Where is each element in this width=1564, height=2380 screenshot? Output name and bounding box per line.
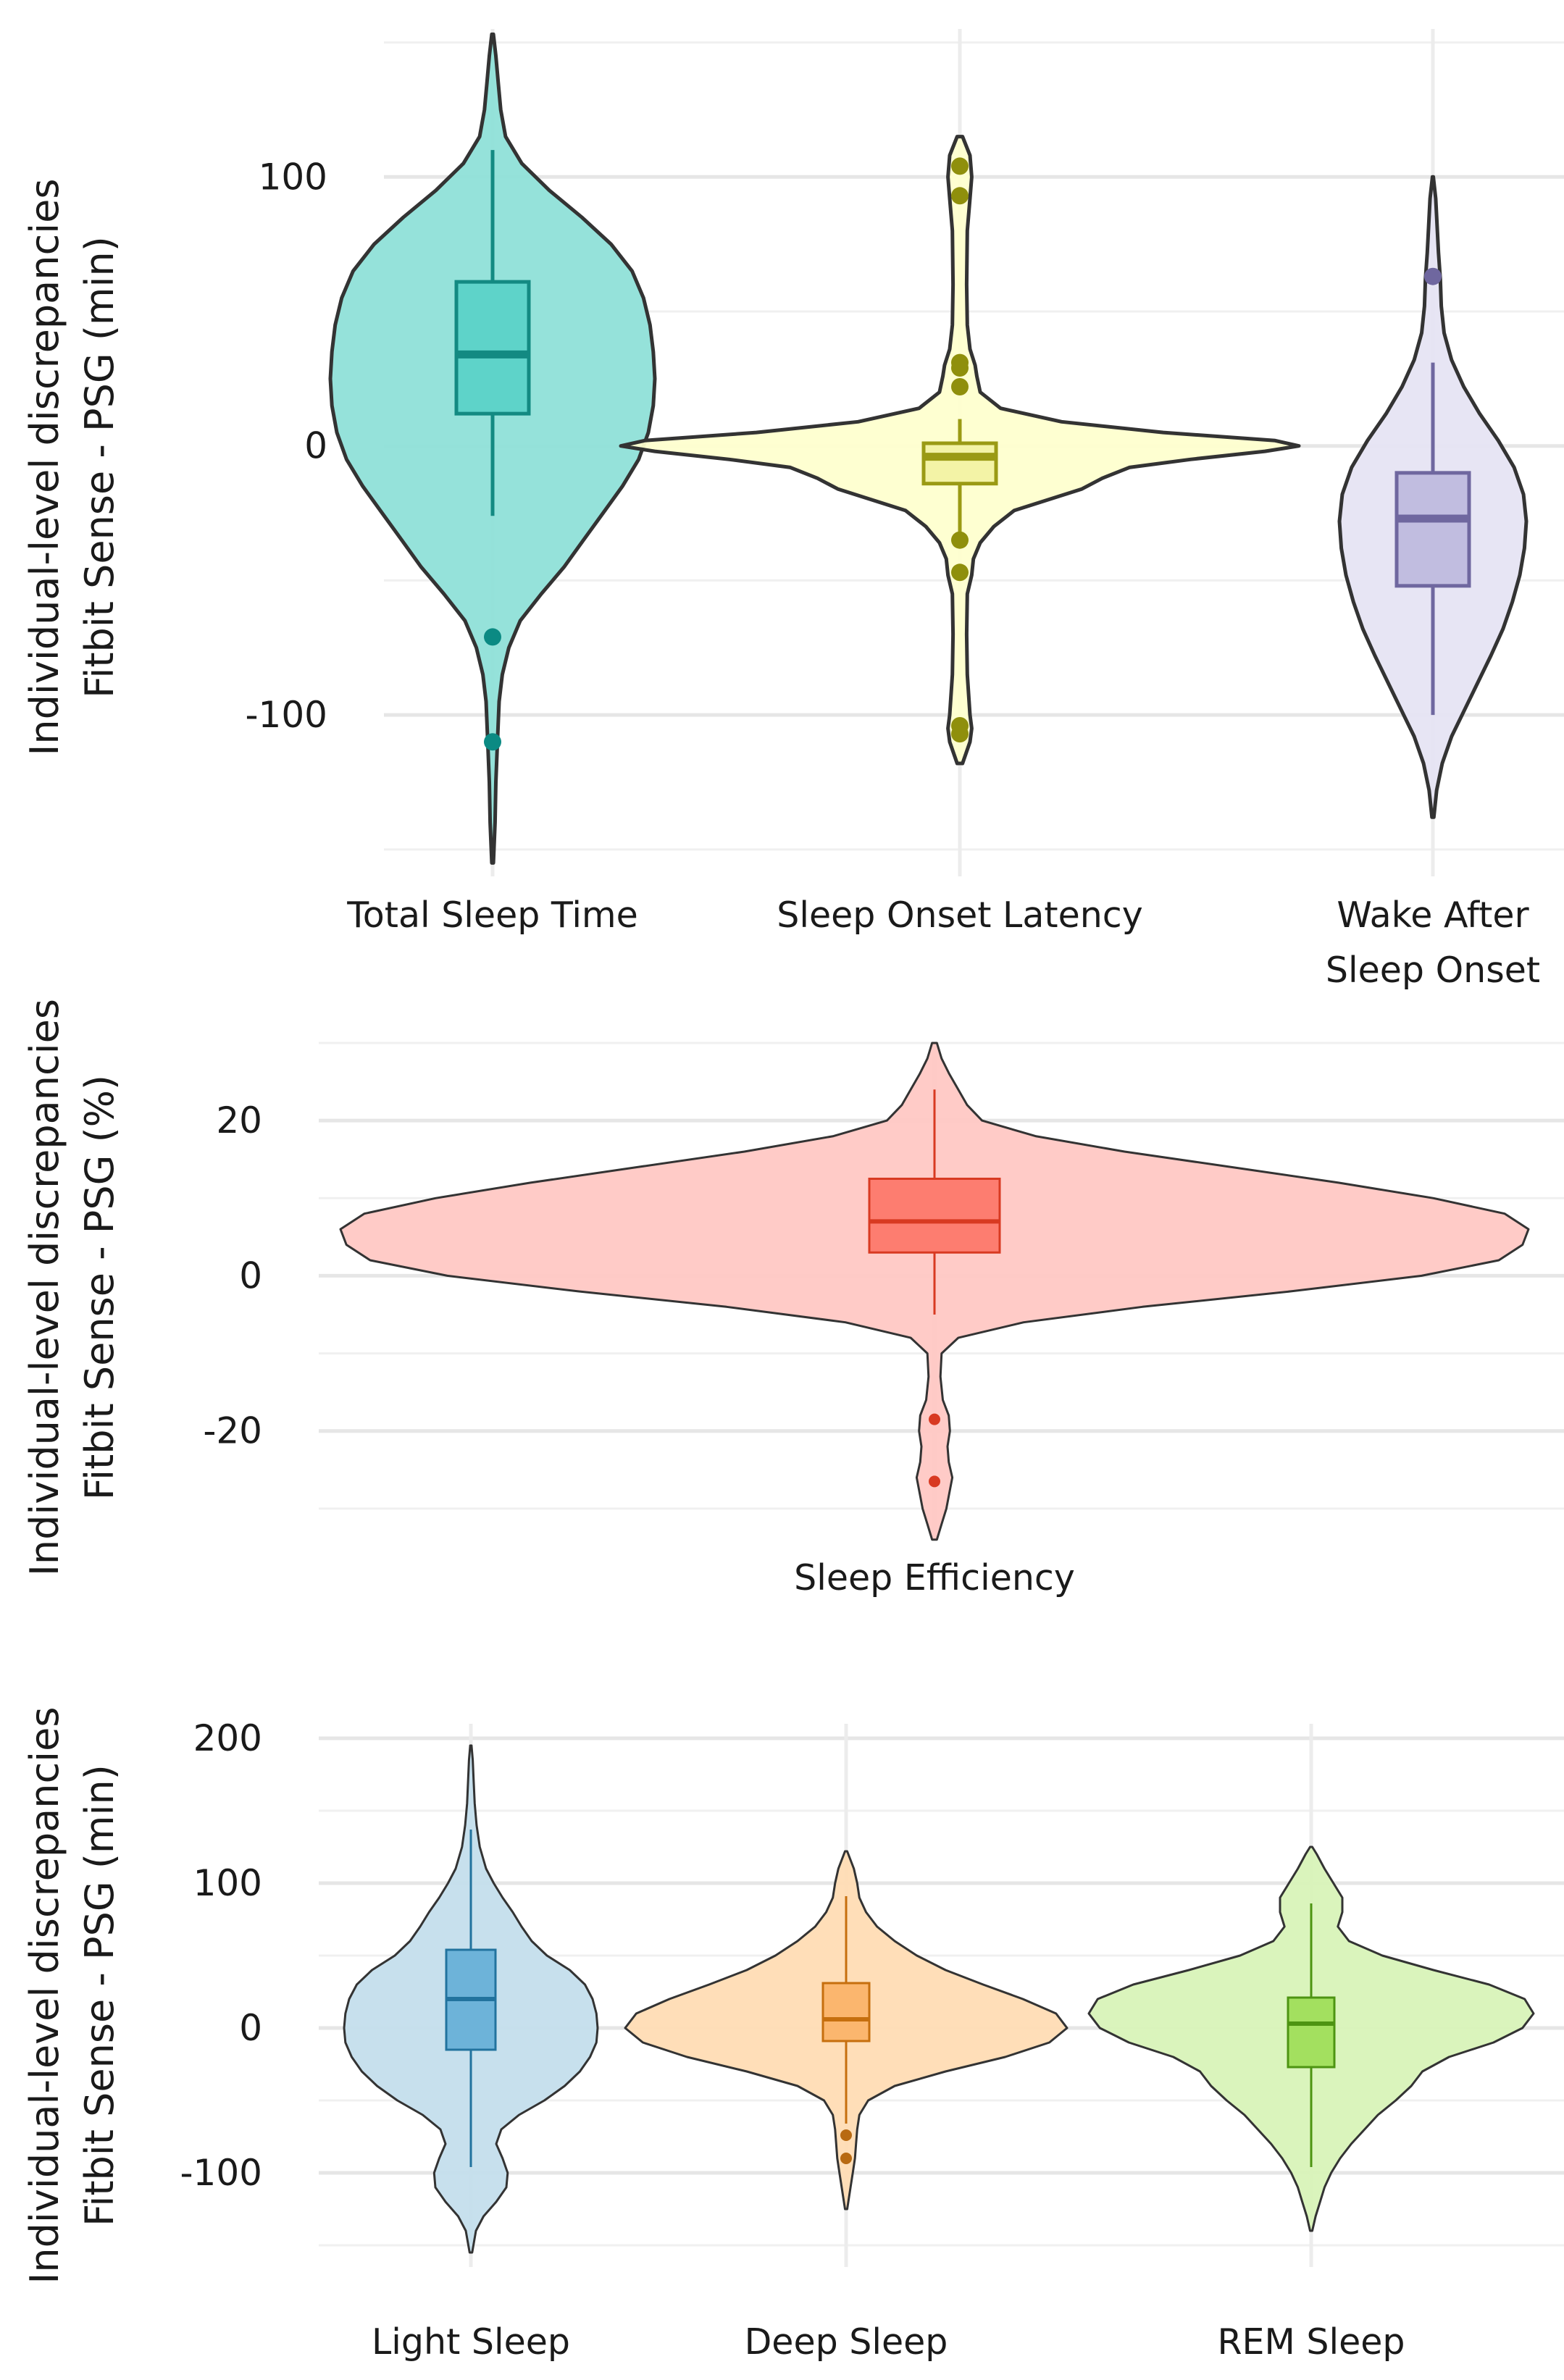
boxplot-wake-after-sleep-onset [1394, 362, 1471, 716]
y-tick-label: 0 [239, 1254, 262, 1296]
y-tick-label: 100 [259, 156, 327, 198]
boxplots [868, 1089, 1001, 1315]
y-axis-title-text: Individual-level discrepancies Fitbit Sen… [22, 1706, 122, 2284]
boxplots [445, 1830, 1336, 2167]
outlier-point [484, 733, 501, 751]
outlier-point [951, 187, 969, 205]
panel-percent-middle: 20 0 -20 Sleep Efficiency Individual-level… [22, 999, 1564, 1598]
outlier-point [840, 2153, 852, 2164]
iqr-box [921, 441, 998, 486]
y-tick-labels: 20 0 -20 [203, 1099, 262, 1452]
outlier-point [1424, 267, 1442, 285]
y-axis-title-text: Individual-level discrepancies Fitbit Sen… [22, 999, 122, 1576]
category-label-rem-sleep: REM Sleep [1218, 2321, 1405, 2363]
outlier-point [951, 359, 969, 377]
iqr-box [821, 1982, 871, 2042]
y-tick-labels: 200 100 0 -100 [180, 1717, 262, 2194]
y-axis-title-text: Individual-level discrepancies Fitbit Sen… [22, 178, 122, 755]
category-label-sleep-efficiency: Sleep Efficiency [794, 1557, 1075, 1598]
y-tick-label: -100 [246, 694, 327, 736]
iqr-box [868, 1178, 1001, 1254]
boxplot-rem-sleep [1287, 1903, 1336, 2167]
y-axis-title-line: Fitbit Sense - PSG (min) [77, 236, 122, 698]
panel-minutes-top: 100 0 -100 Total Sleep Time Sleep Onset Lat… [22, 29, 1564, 991]
category-label-sleep-onset-latency: Sleep Onset Latency [777, 894, 1142, 936]
category-label-wake-after-sleep-onset: Sleep Onset [1326, 950, 1540, 991]
category-label-wake-after-sleep-onset: Wake After [1337, 894, 1529, 936]
y-axis-title-line: Individual-level discrepancies [22, 999, 67, 1576]
outlier-point [951, 563, 969, 582]
y-axis-title: Individual-level discrepancies Fitbit Sen… [22, 1706, 122, 2284]
y-axis-title: Individual-level discrepancies Fitbit Sen… [22, 178, 122, 755]
outlier-point [929, 1413, 940, 1425]
boxplot-light-sleep [445, 1830, 497, 2167]
boxplot-total-sleep-time [454, 150, 531, 516]
x-category-labels: Light Sleep Deep Sleep REM Sleep [372, 2321, 1405, 2363]
y-tick-label: -100 [180, 2152, 262, 2194]
iqr-box [1287, 1996, 1336, 2069]
outlier-point [951, 725, 969, 743]
outlier-points [929, 1413, 940, 1488]
outlier-point [951, 531, 969, 549]
boxplots [454, 150, 1471, 716]
y-tick-labels: 100 0 -100 [246, 156, 327, 736]
y-axis-title-line: Fitbit Sense - PSG (min) [77, 1764, 122, 2226]
category-label-deep-sleep: Deep Sleep [745, 2321, 948, 2363]
y-tick-label: 200 [193, 1717, 262, 1759]
y-axis-title-line: Individual-level discrepancies [22, 1706, 67, 2284]
y-tick-label: -20 [203, 1410, 262, 1452]
iqr-box [454, 280, 531, 416]
iqr-box [1394, 471, 1471, 588]
boxplot-sleep-onset-latency [921, 419, 998, 532]
outlier-points [840, 2129, 852, 2164]
y-axis-title-line: Individual-level discrepancies [22, 178, 67, 755]
violins [343, 1744, 1535, 2254]
x-category-labels: Total Sleep Time Sleep Onset Latency Wake … [346, 894, 1540, 991]
category-label-total-sleep-time: Total Sleep Time [346, 894, 638, 936]
panel-minutes-bottom: 200 100 0 -100 Light Sleep Deep Sleep REM Sle… [22, 1706, 1564, 2363]
y-tick-label: 0 [239, 2007, 262, 2049]
y-axis-title-line: Fitbit Sense - PSG (%) [77, 1075, 122, 1500]
y-tick-label: 20 [216, 1099, 262, 1141]
boxplot-sleep-efficiency [868, 1089, 1001, 1315]
y-tick-label: 0 [304, 425, 327, 467]
category-label-light-sleep: Light Sleep [372, 2321, 570, 2363]
y-axis-title: Individual-level discrepancies Fitbit Sen… [22, 999, 122, 1576]
outlier-point [951, 157, 969, 175]
outlier-point [929, 1475, 940, 1488]
outlier-points [484, 157, 1442, 751]
boxplot-deep-sleep [821, 1896, 871, 2124]
outlier-point [484, 628, 501, 646]
outlier-point [840, 2129, 852, 2141]
y-tick-label: 100 [193, 1862, 262, 1904]
x-category-labels: Sleep Efficiency [794, 1557, 1075, 1598]
outlier-point [951, 378, 969, 395]
